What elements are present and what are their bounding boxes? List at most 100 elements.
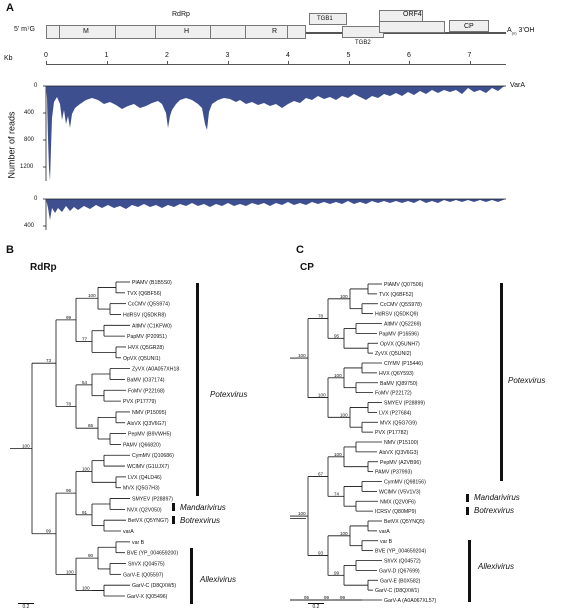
taxon-label: BetVX (Q5YNQ5) <box>384 519 425 525</box>
kb-tick <box>348 61 350 65</box>
taxon-label: CymMV (Q98156) <box>384 480 426 486</box>
taxon-label: FoMV (P22172) <box>375 391 412 397</box>
taxon-label: BaMV (O37174) <box>127 377 165 383</box>
kb-axis <box>46 64 506 65</box>
bootstrap-value: 65 <box>88 423 94 428</box>
taxon-label: GarV-C (D8QXW5) <box>132 583 176 589</box>
y-tick-label-800: 800 <box>24 137 35 143</box>
kb-tick-label: 7 <box>467 52 472 59</box>
three-prime-tail: A(n) 3’OH <box>507 27 535 36</box>
vara-label: VarA <box>510 82 526 89</box>
panel-c-letter: C <box>296 244 304 256</box>
bootstrap-value: 99 <box>66 315 72 320</box>
taxon-label: HdRSV (Q5DKQ9) <box>375 312 419 318</box>
bootstrap-value: 100 <box>334 373 342 378</box>
domain-m: M <box>83 28 89 35</box>
orf4-box: ORF4 <box>379 11 445 33</box>
genus-potexvirus-b: Potexvirus <box>210 390 248 399</box>
bootstrap-value: 78 <box>318 314 324 319</box>
scale-bar-b: 0.2 <box>18 603 34 610</box>
bootstrap-value: 100 <box>340 531 348 536</box>
taxon-label: HVX (Q6Y593) <box>379 371 414 377</box>
taxon-label: ClYMV (P15446) <box>384 361 423 367</box>
taxon-label: HdRSV (Q5DKR8) <box>123 312 166 318</box>
genus-mandarivirus-c: Mandarivirus <box>474 493 520 502</box>
bootstrap-value: 99 <box>324 595 330 600</box>
five-prime-cap: 5’ m⁷G <box>14 26 35 33</box>
taxon-label: MVX (Q5G7G9) <box>380 420 417 426</box>
taxon-label: BetVX (Q5YNG7) <box>128 518 169 524</box>
bootstrap-value: 100 <box>82 586 90 591</box>
panel-b-letter: B <box>6 244 14 256</box>
bootstrap-value: 100 <box>88 293 96 298</box>
botrexvirus-bar-c <box>466 507 469 515</box>
y-tick-label-400: 400 <box>24 110 35 116</box>
bootstrap-value: 93 <box>318 551 324 556</box>
cp-tree: PlAMV (Q07506) TVX (Q6BF52) CcCMV (Q5S978)… <box>290 282 436 604</box>
bootstrap-value: 100 <box>318 393 326 398</box>
kb-tick <box>46 61 47 65</box>
taxon-label: GarV-C (D8QXW1) <box>375 588 419 594</box>
kb-tick-label: 4 <box>286 52 290 59</box>
taxon-label: HVX (Q5GR28) <box>128 345 164 351</box>
taxon-label: CcCMV (Q5S978) <box>380 302 422 308</box>
taxon-label: SMYEV (P28899) <box>384 401 425 407</box>
bootstrap-value: 100 <box>22 443 30 448</box>
varb-coverage-area <box>46 199 506 220</box>
domain-h: H <box>184 28 190 35</box>
taxon-label: SMYEV (P28897) <box>132 497 173 503</box>
taxon-label: var B <box>380 539 393 545</box>
taxon-label: BaMV (Q89750) <box>380 381 418 387</box>
taxon-label: TVX (Q6BF56) <box>127 291 162 297</box>
taxon-label: PAMV (Q66820) <box>123 442 161 448</box>
bootstrap-value: 100 <box>82 466 90 471</box>
bootstrap-value: 99 <box>334 570 340 575</box>
coverage-plot <box>43 85 506 230</box>
kb-tick <box>469 61 471 65</box>
kb-tick <box>409 61 410 65</box>
bootstrap-value: 95 <box>334 333 340 338</box>
genus-allexivirus-b: Allexivirus <box>200 575 237 584</box>
kb-tick-label: 6 <box>407 52 411 59</box>
taxon-label: PlAMV (Q07506) <box>384 282 423 288</box>
bootstrap-value: 100 <box>334 452 342 457</box>
bootstrap-value: 74 <box>334 491 340 496</box>
taxon-label: ZyVX (A0A057XH18 <box>132 367 179 373</box>
taxon-label: BVE (YP_004659204) <box>375 549 426 555</box>
taxon-label: CcCMV (Q5S974) <box>128 302 170 308</box>
genus-allexivirus-c: Allexivirus <box>478 562 515 571</box>
taxon-label: PepMV (B9VWH5) <box>128 432 172 438</box>
genus-botrexvirus-c: Botrexvirus <box>474 506 515 515</box>
taxon-label: WClMV (V5V1V3) <box>379 489 421 495</box>
bootstrap-value: 67 <box>318 472 324 477</box>
taxon-label: NVX (Q2V050) <box>127 507 162 513</box>
domain-divider <box>245 25 246 39</box>
taxon-label: AlsVX (Q3V6G7) <box>127 421 166 427</box>
rdrp-label: RdRp <box>172 11 190 18</box>
bootstrap-value: 96 <box>66 488 72 493</box>
taxon-label: TVX (Q6BF52) <box>379 292 414 298</box>
bootstrap-value: 100 <box>340 294 348 299</box>
taxon-label: varA <box>379 529 390 535</box>
taxon-label: ICRSV (Q80MP9) <box>375 509 416 515</box>
taxon-label: PlAMV (B1B5S0) <box>132 280 172 286</box>
genus-botrexvirus-b: Botrexvirus <box>180 516 221 525</box>
tgb2-box: TGB2 <box>342 26 384 46</box>
rdrp-box <box>46 25 306 39</box>
bootstrap-value: 78 <box>66 402 72 407</box>
taxon-label: GarV-D (Q67699) <box>379 568 420 574</box>
y-tick-label-400-bottom: 400 <box>24 223 35 229</box>
taxon-label: PVX (P17779) <box>123 399 156 405</box>
bootstrap-value: 73 <box>46 358 52 363</box>
kb-tick <box>227 61 229 65</box>
taxon-label: PAMV (P37993) <box>375 470 412 476</box>
bootstrap-value: 100 <box>298 511 306 516</box>
bootstrap-value: 91 <box>82 510 88 515</box>
genus-mandarivirus-b: Mandarivirus <box>180 503 226 512</box>
scale-bar-c: 0.2 <box>308 603 324 610</box>
bootstrap-value: 90 <box>88 553 94 558</box>
allexivirus-bar-c <box>468 540 471 602</box>
botrexvirus-bar-b <box>172 516 175 524</box>
y-tick-label-0: 0 <box>34 83 38 89</box>
bootstrap-value: 54 <box>82 380 88 385</box>
